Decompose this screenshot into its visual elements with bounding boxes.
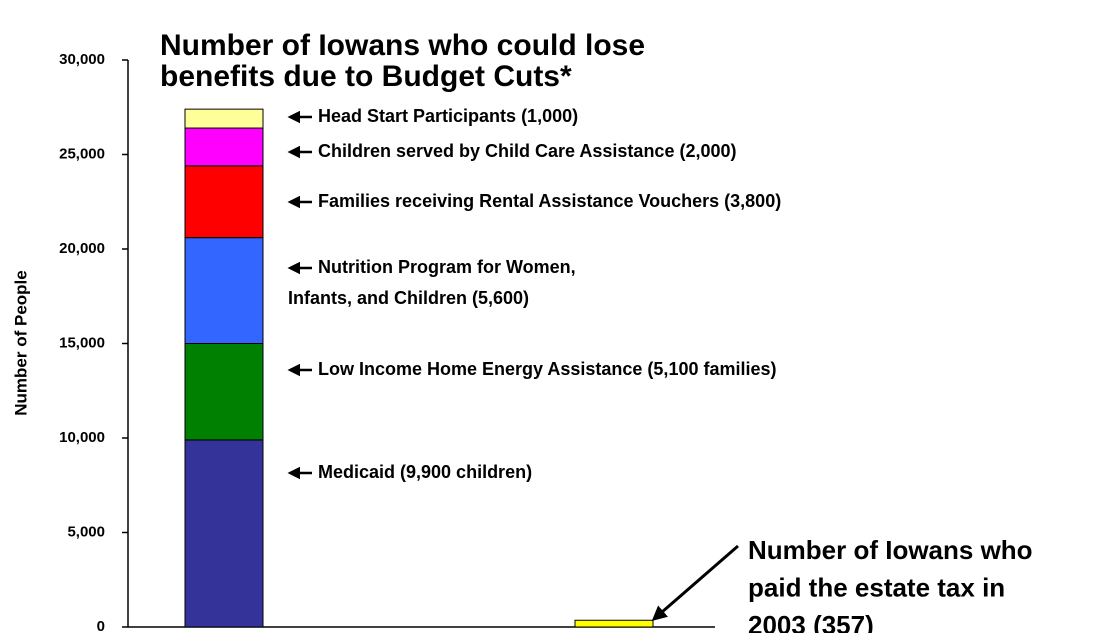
segment-label-line: Families receiving Rental Assistance Vou… xyxy=(318,191,781,211)
y-axis-label: Number of People xyxy=(11,270,30,415)
segment-label: Nutrition Program for Women, Infants, and… xyxy=(288,257,576,308)
y-tick-label: 10,000 xyxy=(59,429,105,446)
y-tick-label: 5,000 xyxy=(67,523,105,540)
bar-segment xyxy=(184,108,264,129)
y-tick-label: 30,000 xyxy=(59,51,105,68)
segment-label-line: Medicaid (9,900 children) xyxy=(318,462,532,482)
estate-note-line: Number of Iowans who xyxy=(748,535,1033,565)
segment-label-line: Children served by Child Care Assistance… xyxy=(318,141,737,161)
y-tick-label: 0 xyxy=(97,618,105,633)
title-line: benefits due to Budget Cuts* xyxy=(160,60,572,93)
segment-label: Medicaid (9,900 children) xyxy=(318,462,532,482)
y-tick-label: 20,000 xyxy=(59,240,105,257)
segment-label: Families receiving Rental Assistance Vou… xyxy=(318,191,781,211)
segment-label-line: Nutrition Program for Women, xyxy=(318,257,576,277)
bar-segment xyxy=(184,165,264,239)
estate-note-line: paid the estate tax in xyxy=(748,572,1005,602)
segment-label-line: Infants, and Children (5,600) xyxy=(288,288,529,308)
y-tick-label: 15,000 xyxy=(59,334,105,351)
segment-label-line: Low Income Home Energy Assistance (5,100… xyxy=(318,359,777,379)
title-line: Number of Iowans who could lose xyxy=(160,29,645,62)
bar-segment xyxy=(184,237,264,344)
bar-segment xyxy=(184,439,264,628)
y-tick-label: 25,000 xyxy=(59,145,105,162)
segment-label: Children served by Child Care Assistance… xyxy=(318,141,737,161)
bar-segment xyxy=(184,343,264,441)
chart-title: Number of Iowans who could lose benefits … xyxy=(160,29,645,93)
segment-label: Head Start Participants (1,000) xyxy=(318,106,578,126)
segment-label: Low Income Home Energy Assistance (5,100… xyxy=(318,359,777,379)
bar-segment xyxy=(184,127,264,167)
estate-note: Number of Iowans who paid the estate tax … xyxy=(748,535,1033,633)
note-arrow xyxy=(651,544,739,621)
bar-segment xyxy=(574,619,654,628)
estate-note-line: 2003 (357) xyxy=(748,610,874,633)
segment-label-line: Head Start Participants (1,000) xyxy=(318,106,578,126)
